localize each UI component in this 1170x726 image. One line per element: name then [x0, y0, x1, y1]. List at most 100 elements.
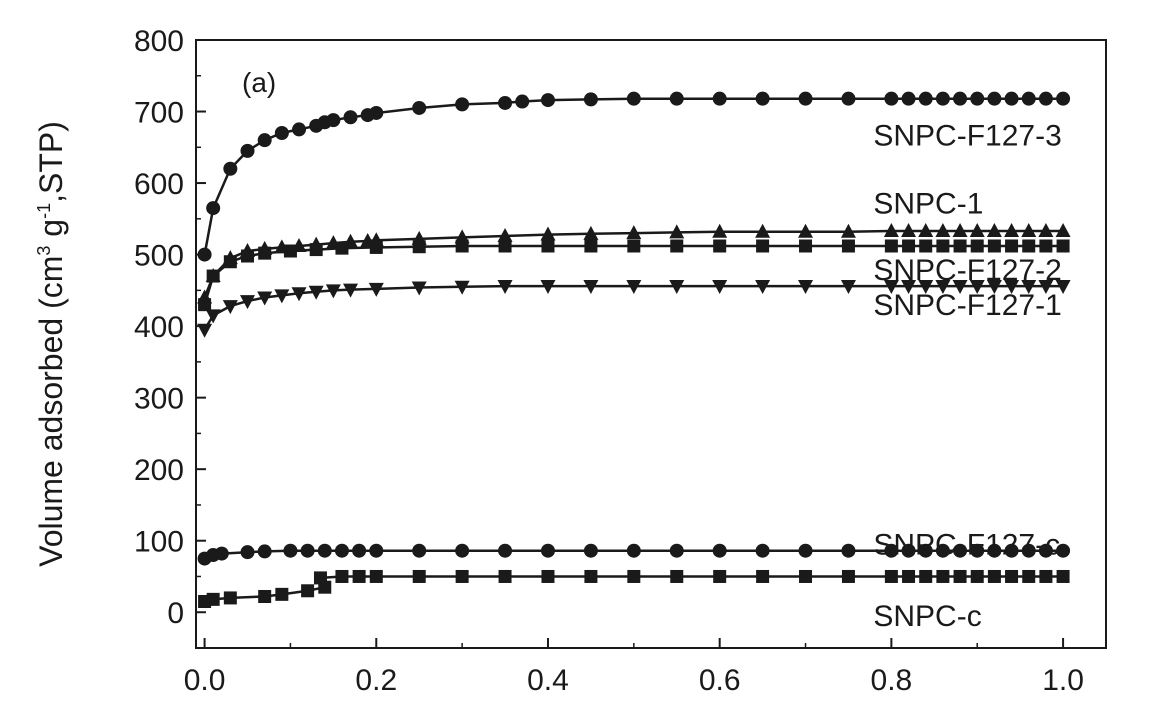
x-tick-label: 0.2	[355, 664, 397, 697]
data-point	[455, 239, 469, 253]
data-point	[626, 543, 641, 558]
data-point	[205, 309, 221, 324]
data-point	[884, 543, 899, 558]
data-point	[1055, 280, 1071, 295]
data-point	[970, 543, 985, 558]
data-point	[1056, 91, 1071, 106]
data-point	[241, 249, 255, 263]
data-point	[799, 569, 813, 583]
data-point	[1021, 280, 1037, 295]
data-point	[798, 223, 814, 238]
x-tick-label: 0.4	[527, 664, 569, 697]
data-point	[308, 285, 324, 300]
data-point	[214, 546, 229, 561]
data-point	[1021, 91, 1036, 106]
axes: 0.0 0.2 0.4 0.6 0.8 1.0 0 100 200 300 400 500 600 700…	[134, 25, 1107, 697]
data-point	[902, 569, 916, 583]
data-point	[301, 584, 315, 598]
data-point	[987, 543, 1002, 558]
data-point	[352, 569, 366, 583]
series-label: SNPC-F127-c	[873, 529, 1060, 562]
data-point	[670, 569, 684, 583]
data-point	[1038, 222, 1054, 237]
panel-label: (a)	[242, 67, 276, 98]
data-point	[412, 543, 427, 558]
data-point	[584, 569, 598, 583]
data-point	[841, 543, 856, 558]
data-point	[626, 91, 641, 106]
data-point	[627, 569, 641, 583]
data-point	[1038, 543, 1053, 558]
data-point	[334, 543, 349, 558]
data-point	[952, 222, 968, 237]
data-point	[799, 239, 813, 253]
data-point	[258, 589, 272, 603]
data-point	[257, 133, 272, 148]
data-point	[283, 543, 298, 558]
y-tick-label: 300	[134, 383, 184, 416]
series-SNPC-F127-1	[197, 280, 1071, 338]
y-tick-label: 500	[134, 240, 184, 273]
data-point	[343, 110, 358, 125]
data-point	[918, 280, 934, 295]
data-point	[986, 222, 1002, 237]
data-point	[919, 239, 933, 253]
data-point	[497, 227, 513, 242]
data-point	[969, 222, 985, 237]
data-point	[455, 569, 469, 583]
data-point	[540, 280, 556, 295]
data-point	[626, 225, 642, 240]
data-point	[626, 280, 642, 295]
data-point	[755, 280, 771, 295]
data-point	[798, 91, 813, 106]
data-point	[756, 569, 770, 583]
data-point	[498, 95, 513, 110]
data-point	[222, 300, 238, 315]
data-point	[670, 239, 684, 253]
data-point	[274, 289, 290, 304]
data-point	[368, 282, 384, 297]
data-point	[223, 161, 238, 176]
data-point	[987, 239, 1001, 253]
data-point	[369, 543, 384, 558]
data-point	[713, 239, 727, 253]
data-point	[540, 226, 556, 241]
data-point	[1038, 91, 1053, 106]
data-point	[713, 569, 727, 583]
data-point	[1004, 543, 1019, 558]
data-point	[840, 280, 856, 295]
data-point	[258, 246, 272, 260]
data-point	[953, 543, 968, 558]
data-point	[412, 569, 426, 583]
data-point	[541, 239, 555, 253]
data-point	[454, 280, 470, 295]
data-point	[411, 281, 427, 296]
y-axis-title: Volume adsorbed (cm3 g-1,STP)	[33, 121, 69, 567]
data-point	[669, 91, 684, 106]
data-point	[300, 543, 315, 558]
data-point	[1038, 280, 1054, 295]
data-point	[223, 255, 237, 269]
series-SNPC-F127-3	[197, 91, 1071, 262]
data-point	[1055, 222, 1071, 237]
data-point	[798, 543, 813, 558]
data-point	[583, 92, 598, 107]
data-point	[541, 569, 555, 583]
y-tick-label: 100	[134, 526, 184, 559]
data-point	[325, 284, 341, 299]
data-point	[918, 222, 934, 237]
data-point	[1022, 569, 1036, 583]
data-point	[343, 283, 359, 298]
data-point	[1004, 280, 1020, 295]
data-point	[1039, 239, 1053, 253]
data-point	[883, 222, 899, 237]
data-point	[669, 280, 685, 295]
data-point	[669, 224, 685, 239]
data-point	[498, 239, 512, 253]
data-point	[369, 105, 384, 120]
data-point	[498, 569, 512, 583]
data-point	[352, 543, 367, 558]
data-point	[257, 544, 272, 559]
x-tick-label: 0.0	[184, 664, 226, 697]
